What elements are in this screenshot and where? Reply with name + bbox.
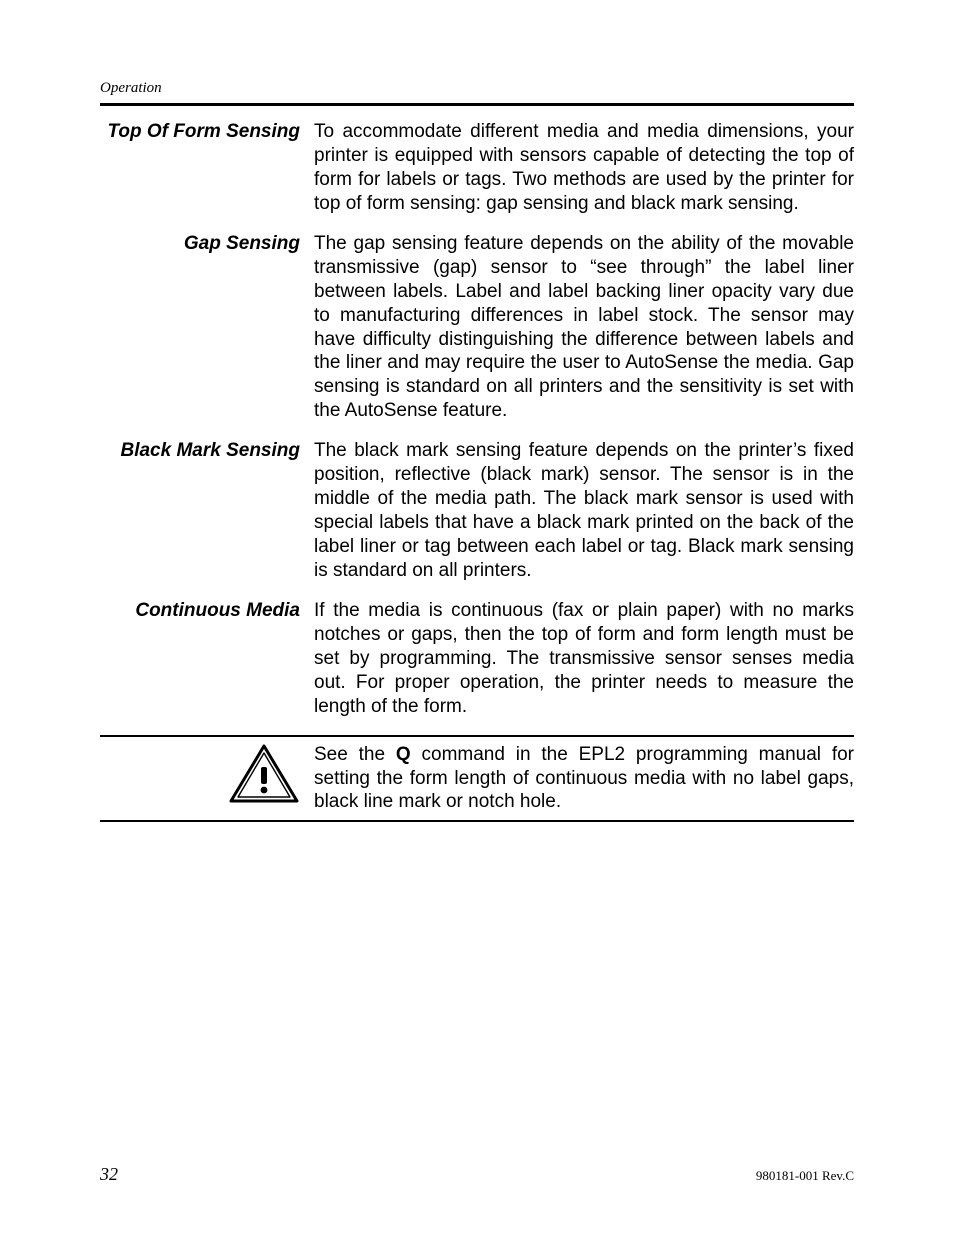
note-command: Q: [396, 744, 411, 765]
caution-icon: [100, 743, 314, 810]
section-body: To accommodate different media and media…: [314, 120, 854, 216]
section-body: The gap sensing feature depends on the a…: [314, 232, 854, 424]
note-prefix: See the: [314, 744, 396, 765]
note-block: See the Q command in the EPL2 programmin…: [100, 735, 854, 823]
note-text: See the Q command in the EPL2 programmin…: [314, 743, 854, 815]
section-body: If the media is continuous (fax or plain…: [314, 599, 854, 719]
section-heading: Gap Sensing: [100, 232, 314, 256]
section-heading: Continuous Media: [100, 599, 314, 623]
section-continuous-media: Continuous Media If the media is continu…: [100, 599, 854, 719]
section-gap-sensing: Gap Sensing The gap sensing feature depe…: [100, 232, 854, 424]
document-id: 980181-001 Rev.C: [756, 1168, 854, 1184]
section-heading: Top Of Form Sensing: [100, 120, 314, 144]
page: Operation Top Of Form Sensing To accommo…: [0, 0, 954, 1235]
running-header: Operation: [100, 80, 854, 97]
page-number: 32: [100, 1164, 118, 1185]
page-footer: 32 980181-001 Rev.C: [100, 1164, 854, 1185]
top-rule: [100, 103, 854, 106]
note-inner: See the Q command in the EPL2 programmin…: [100, 743, 854, 815]
section-top-of-form: Top Of Form Sensing To accommodate diffe…: [100, 120, 854, 216]
section-body: The black mark sensing feature depends o…: [314, 439, 854, 583]
section-heading: Black Mark Sensing: [100, 439, 314, 463]
section-black-mark-sensing: Black Mark Sensing The black mark sensin…: [100, 439, 854, 583]
